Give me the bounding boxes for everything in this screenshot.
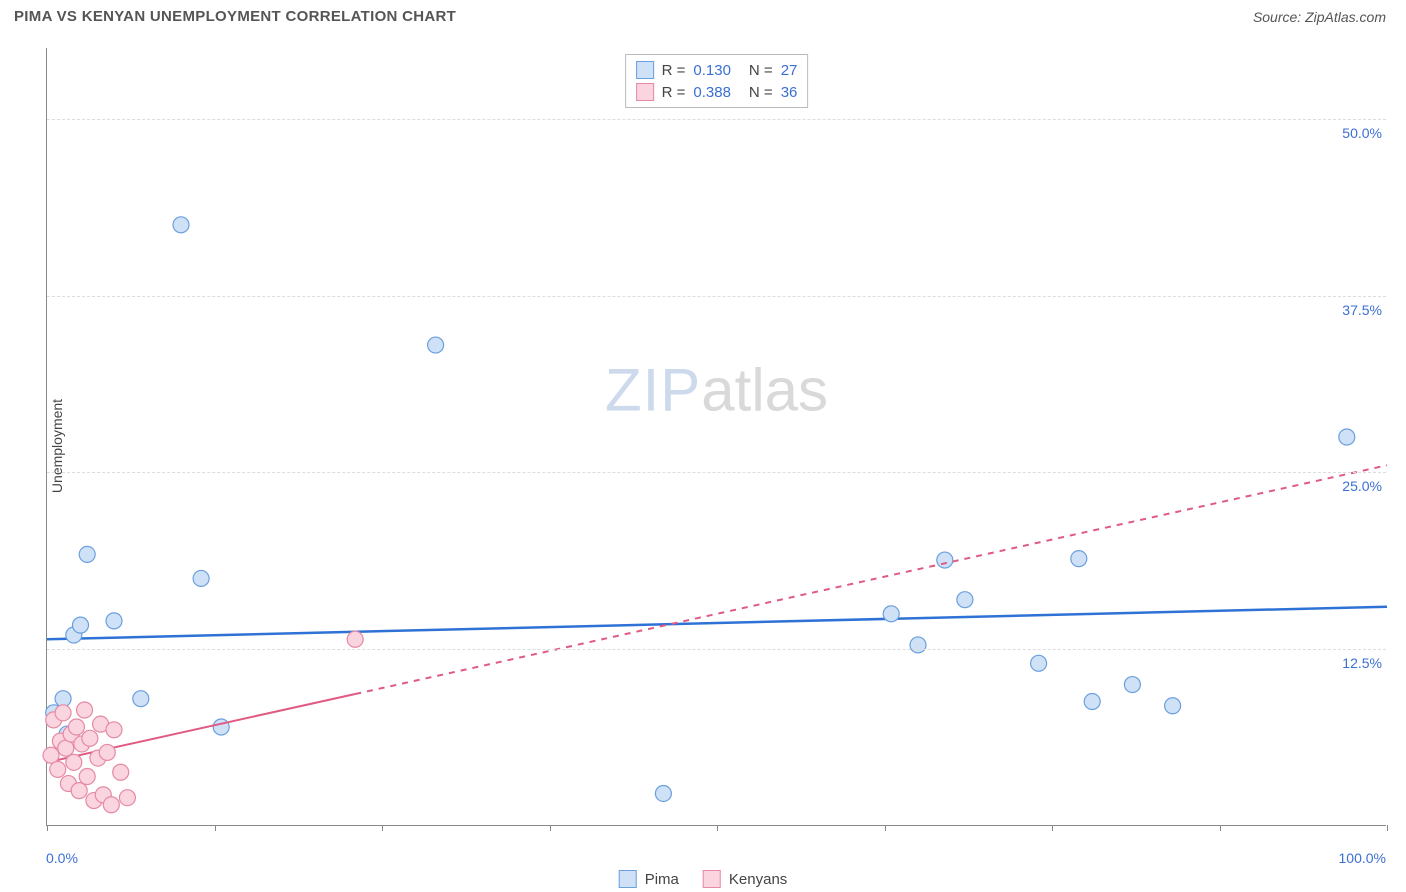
chart-title: PIMA VS KENYAN UNEMPLOYMENT CORRELATION … [14,8,456,25]
x-tick [1387,825,1388,831]
chart-plot-area: ZIPatlas R =0.130N =27R =0.388N =36 12.5… [46,48,1386,826]
data-point [957,592,973,608]
y-tick-label: 12.5% [1342,655,1382,671]
data-point [79,546,95,562]
data-point [1084,694,1100,710]
gridline [47,119,1386,120]
data-point [55,705,71,721]
data-point [1339,429,1355,445]
data-point [82,730,98,746]
data-point [937,552,953,568]
x-tick [717,825,718,831]
data-point [347,631,363,647]
legend-stats: R = 0.130 N = 27 R = 0.388 N = 36 [625,54,809,108]
data-point [73,617,89,633]
legend-swatch [636,61,654,79]
legend-r-value: 0.130 [693,62,731,79]
data-point [133,691,149,707]
gridline [47,472,1386,473]
x-axis-min-label: 0.0% [46,850,78,866]
data-point [193,570,209,586]
data-point [66,754,82,770]
legend-swatch [619,870,637,888]
header-bar: PIMA VS KENYAN UNEMPLOYMENT CORRELATION … [0,0,1406,33]
data-point [99,744,115,760]
data-point [77,702,93,718]
data-point [1031,655,1047,671]
legend-series-item: Kenyans [703,870,787,888]
data-point [655,785,671,801]
trend-line [47,607,1387,640]
legend-r-label: R = [662,62,686,79]
data-point [1124,677,1140,693]
x-axis-max-label: 100.0% [1339,850,1386,866]
trend-line-dashed [355,465,1387,694]
legend-n-label: N = [749,62,773,79]
gridline [47,649,1386,650]
legend-r-label: R = [662,84,686,101]
data-point [68,719,84,735]
data-point [79,768,95,784]
data-point [106,722,122,738]
legend-stats-row: R = 0.130 N = 27 [636,59,798,81]
x-tick [47,825,48,831]
data-point [119,790,135,806]
data-point [910,637,926,653]
gridline [47,296,1386,297]
legend-r-value: 0.388 [693,84,731,101]
legend-n-value: 36 [781,84,798,101]
data-point [173,217,189,233]
data-point [103,797,119,813]
legend-series-label: Kenyans [729,871,787,888]
data-point [1165,698,1181,714]
x-tick [885,825,886,831]
data-point [1071,551,1087,567]
legend-series-label: Pima [645,871,679,888]
x-tick [382,825,383,831]
legend-swatch [703,870,721,888]
y-tick-label: 37.5% [1342,302,1382,318]
x-tick [1052,825,1053,831]
data-point [43,747,59,763]
x-tick [215,825,216,831]
y-tick-label: 25.0% [1342,478,1382,494]
data-point [50,761,66,777]
data-point [113,764,129,780]
legend-series: Pima Kenyans [619,870,788,888]
x-tick [1220,825,1221,831]
legend-n-label: N = [749,84,773,101]
data-point [883,606,899,622]
legend-swatch [636,83,654,101]
legend-stats-row: R = 0.388 N = 36 [636,81,798,103]
legend-n-value: 27 [781,62,798,79]
legend-series-item: Pima [619,870,679,888]
data-point [106,613,122,629]
scatter-svg [47,48,1386,825]
data-point [71,783,87,799]
x-tick [550,825,551,831]
y-tick-label: 50.0% [1342,125,1382,141]
data-point [213,719,229,735]
source-label: Source: ZipAtlas.com [1253,9,1386,25]
data-point [428,337,444,353]
